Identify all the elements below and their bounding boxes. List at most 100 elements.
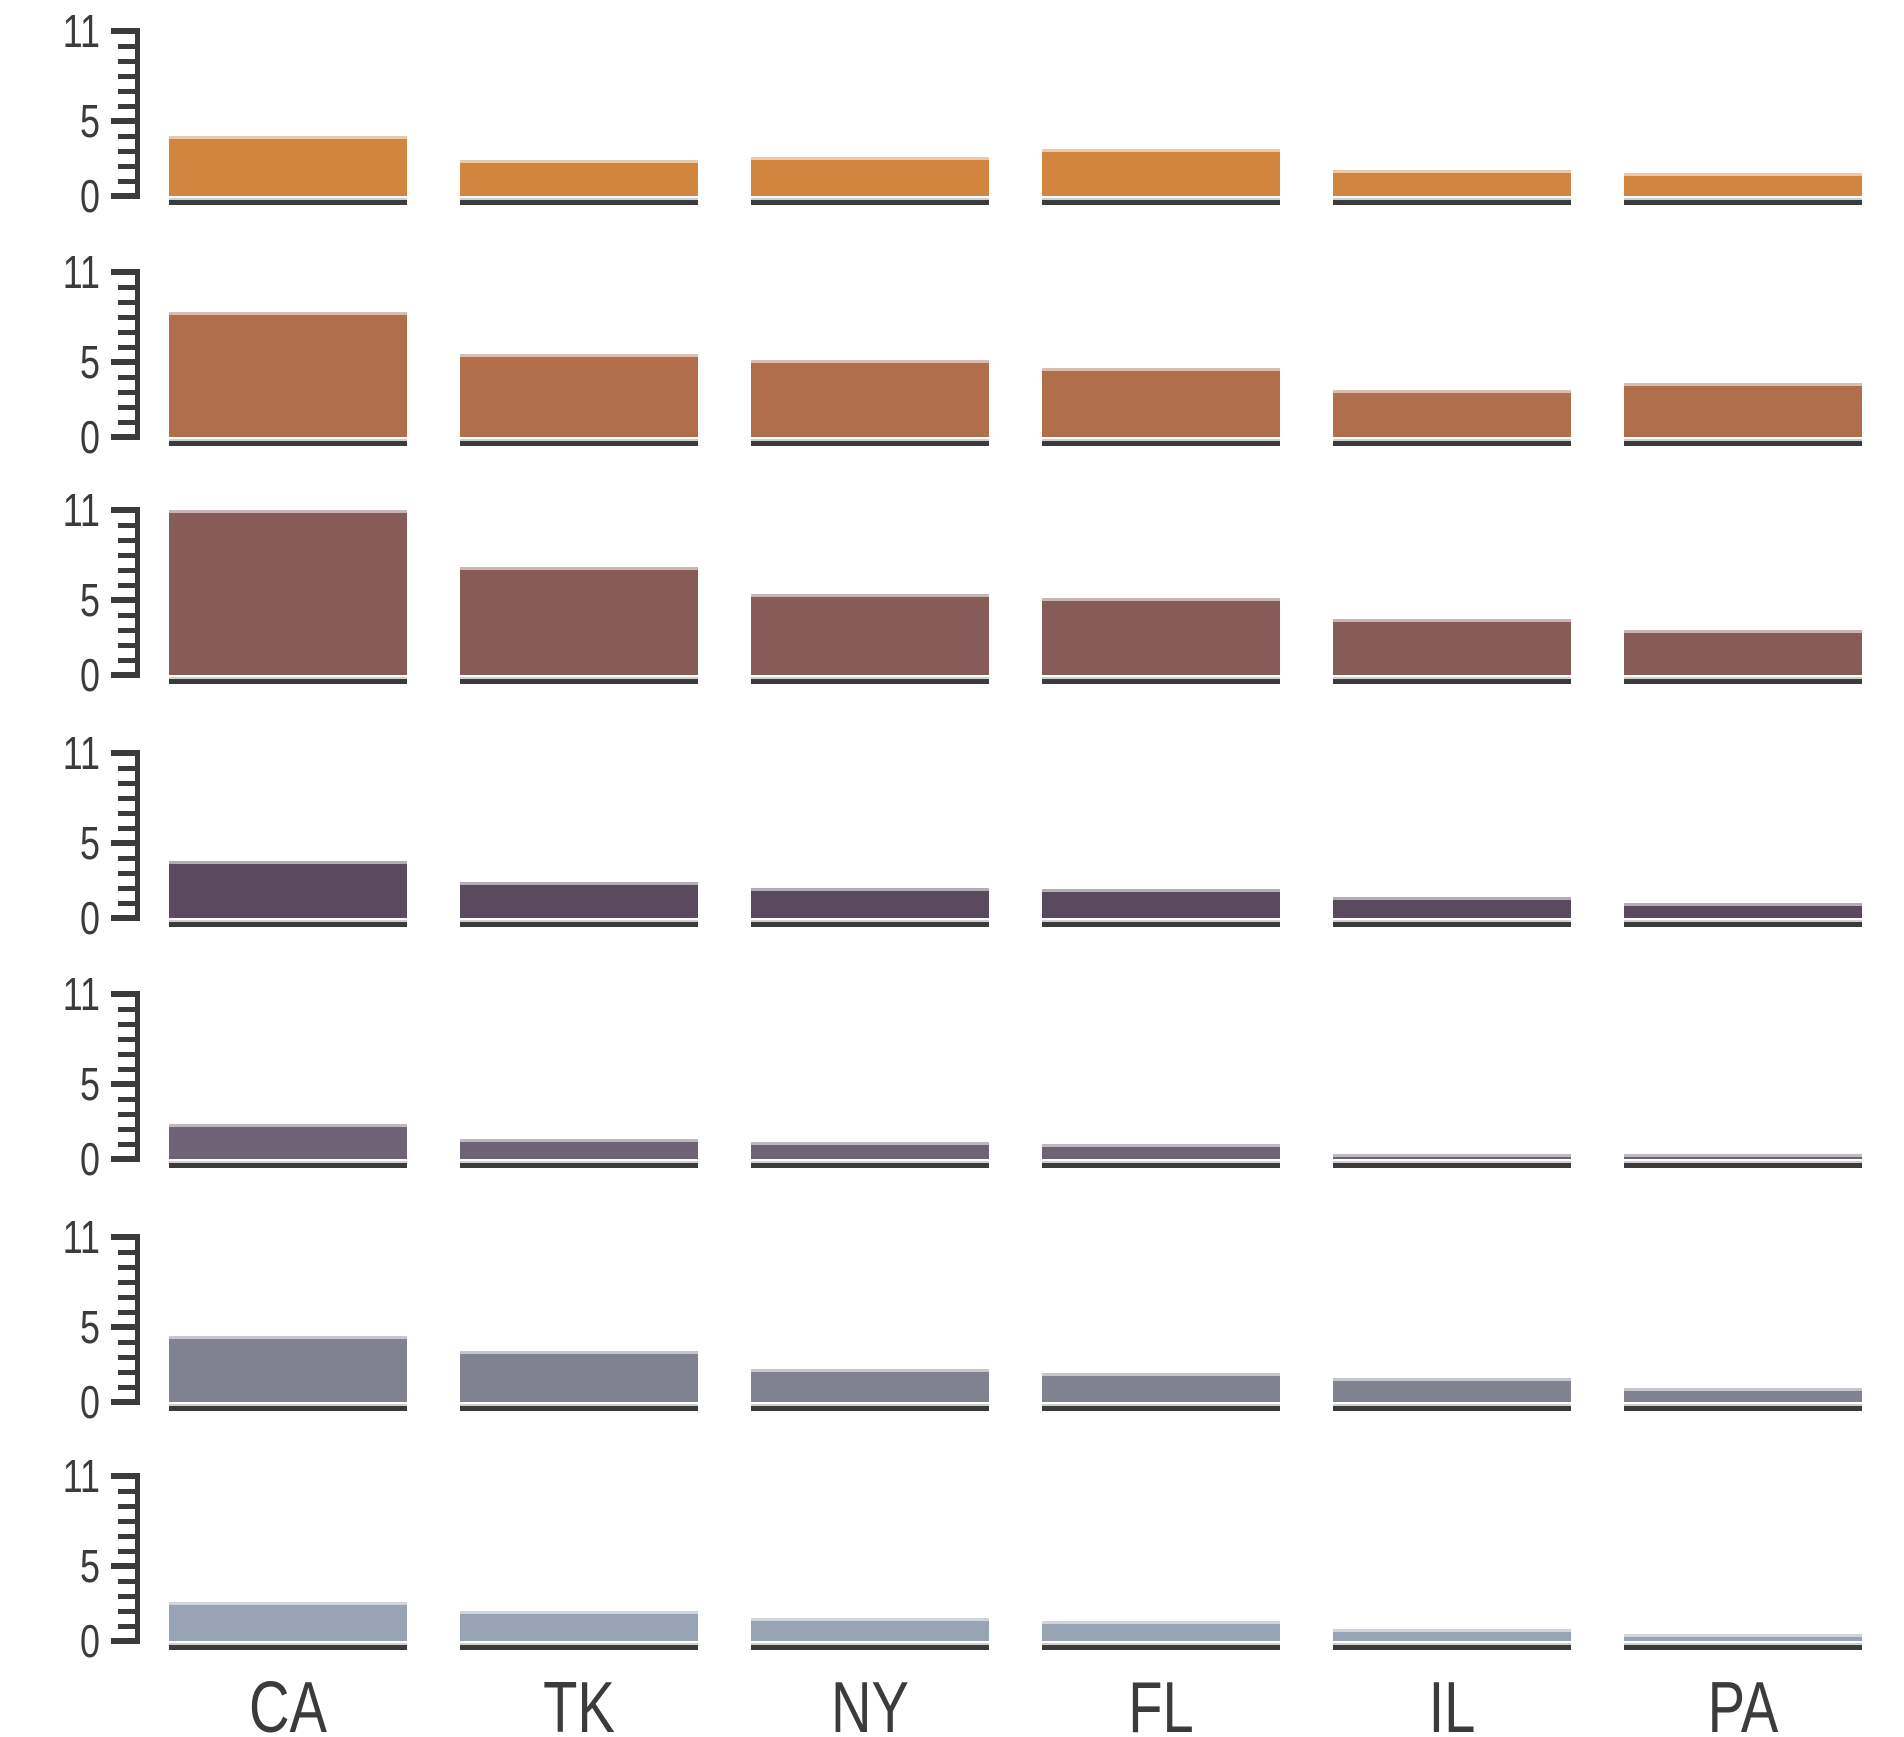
x-axis-label: IL <box>1428 1668 1476 1737</box>
bar-underline-light <box>460 439 698 441</box>
x-axis-label: PA <box>1707 1668 1779 1737</box>
bar-underline-light <box>1624 198 1862 200</box>
bar <box>1333 897 1571 918</box>
y-axis-tick-label: 11 <box>62 727 100 779</box>
bar <box>460 354 698 437</box>
y-axis-tick-label: 5 <box>80 95 100 147</box>
bar <box>1333 170 1571 196</box>
bar-underline <box>1624 679 1862 684</box>
bar-underline-light <box>1042 1404 1280 1406</box>
bar-underline <box>1333 1406 1571 1411</box>
bar-underline-light <box>1624 677 1862 679</box>
bar-underline-light <box>169 1161 407 1163</box>
bar-underline <box>1624 200 1862 205</box>
y-axis-major-tick <box>111 28 135 34</box>
bar-underline-light <box>460 1161 698 1163</box>
y-axis-tick-label: 11 <box>62 1211 100 1263</box>
bar-underline <box>1333 1645 1571 1650</box>
bar-underline <box>751 1645 989 1650</box>
bar <box>1624 630 1862 675</box>
bar-underline-light <box>169 439 407 441</box>
y-axis-minor-tick <box>118 1578 135 1584</box>
y-axis-major-tick <box>111 1563 135 1569</box>
bar-underline <box>460 1163 698 1168</box>
bar <box>169 861 407 918</box>
bar <box>169 1124 407 1159</box>
y-axis-minor-tick <box>118 1608 135 1614</box>
bar <box>1042 149 1280 196</box>
y-axis-line <box>135 1473 140 1644</box>
y-axis-minor-tick <box>118 567 135 573</box>
y-axis-minor-tick <box>118 419 135 425</box>
bar <box>1624 383 1862 437</box>
y-axis-minor-tick <box>118 1354 135 1360</box>
bar-underline-light <box>1624 920 1862 922</box>
bar-underline <box>1333 922 1571 927</box>
y-axis-tick-label: 5 <box>80 574 100 626</box>
y-axis-minor-tick <box>118 780 135 786</box>
bar-underline-light <box>169 198 407 200</box>
bar <box>460 1139 698 1159</box>
bar-underline <box>460 1406 698 1411</box>
y-axis-minor-tick <box>118 855 135 861</box>
bar-underline <box>169 200 407 205</box>
bar-underline <box>751 1163 989 1168</box>
y-axis-tick-label: 0 <box>80 170 100 222</box>
bar-underline <box>751 679 989 684</box>
bar-underline <box>1042 1406 1280 1411</box>
y-axis-minor-tick <box>118 1066 135 1072</box>
y-axis-minor-tick <box>118 148 135 154</box>
y-axis-minor-tick <box>118 299 135 305</box>
bar-underline <box>169 1406 407 1411</box>
y-axis-minor-tick <box>118 795 135 801</box>
y-axis-tick-label: 11 <box>62 484 100 536</box>
y-axis-minor-tick <box>118 329 135 335</box>
bar <box>1624 1634 1862 1641</box>
y-axis-line <box>135 507 140 678</box>
y-axis-major-tick <box>111 1156 135 1162</box>
y-axis-major-tick <box>111 750 135 756</box>
bar-underline-light <box>1624 1404 1862 1406</box>
y-axis-major-tick <box>111 507 135 513</box>
bar <box>169 312 407 437</box>
y-axis-minor-tick <box>118 612 135 618</box>
y-axis-line <box>135 991 140 1162</box>
y-axis-minor-tick <box>118 103 135 109</box>
bar-underline-light <box>169 1643 407 1645</box>
y-axis-minor-tick <box>118 642 135 648</box>
y-axis-minor-tick <box>118 1294 135 1300</box>
bar-underline <box>460 922 698 927</box>
y-axis-line <box>135 269 140 440</box>
bar <box>1333 1629 1571 1641</box>
bar-underline-light <box>751 1161 989 1163</box>
y-axis-tick-label: 0 <box>80 1615 100 1667</box>
bar-underline <box>1333 441 1571 446</box>
bar-underline <box>1042 922 1280 927</box>
bar <box>1042 1373 1280 1402</box>
bar-underline-light <box>1042 677 1280 679</box>
y-axis-major-tick <box>111 1234 135 1240</box>
bar-underline <box>751 1406 989 1411</box>
bar-underline-light <box>169 920 407 922</box>
bar-underline-light <box>460 1404 698 1406</box>
x-axis-label: TK <box>543 1668 615 1737</box>
y-axis-minor-tick <box>118 163 135 169</box>
bar-underline <box>1042 200 1280 205</box>
bar <box>1333 390 1571 437</box>
bar-underline-light <box>1333 920 1571 922</box>
y-axis-minor-tick <box>118 314 135 320</box>
bar <box>751 1369 989 1402</box>
y-axis-minor-tick <box>118 1249 135 1255</box>
y-axis-minor-tick <box>118 522 135 528</box>
bar-underline-light <box>751 920 989 922</box>
bar <box>751 360 989 437</box>
bar <box>169 510 407 675</box>
y-axis-tick-label: 11 <box>62 968 100 1020</box>
bar-underline-light <box>1333 439 1571 441</box>
bar-underline <box>1042 1163 1280 1168</box>
bar-underline-light <box>1042 1643 1280 1645</box>
bar-underline-light <box>1333 1643 1571 1645</box>
x-axis-label: FL <box>1128 1668 1194 1737</box>
bar <box>1333 1378 1571 1402</box>
y-axis-minor-tick <box>118 58 135 64</box>
